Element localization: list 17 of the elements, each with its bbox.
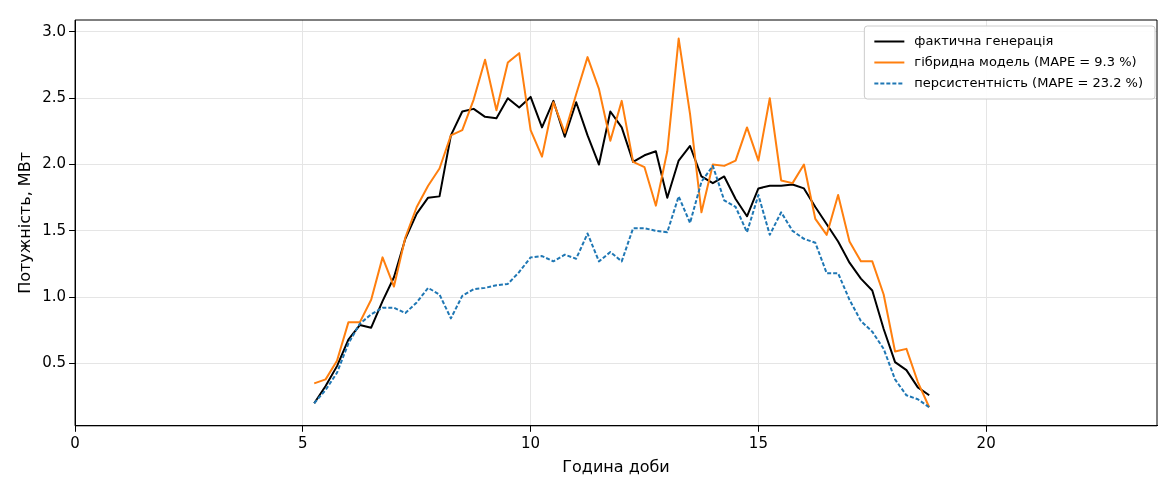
y-axis-title: Потужність, МВт [14,152,34,294]
line-series [313,164,931,409]
y-tick-label: 2.5 [42,88,67,107]
x-tick-label: 15 [748,433,768,452]
x-tick-label: 5 [298,433,308,452]
x-tick-label: 0 [70,433,80,452]
x-axis-title: Година доби [562,456,670,476]
legend-label: гібридна модель (MAPE = 9.3 %) [914,53,1137,69]
y-tick-label: 2.0 [42,154,67,173]
legend-label: фактична генерація [914,32,1054,48]
x-tick-label: 10 [521,433,541,452]
legend-label: персистентність (MAPE = 23.2 %) [914,74,1143,90]
y-tick-label: 3.0 [42,21,67,40]
y-tick-label: 1.0 [42,287,67,306]
y-tick-label: 0.5 [42,353,67,372]
x-tick-label: 20 [976,433,996,452]
y-tick-label: 1.5 [42,220,67,239]
